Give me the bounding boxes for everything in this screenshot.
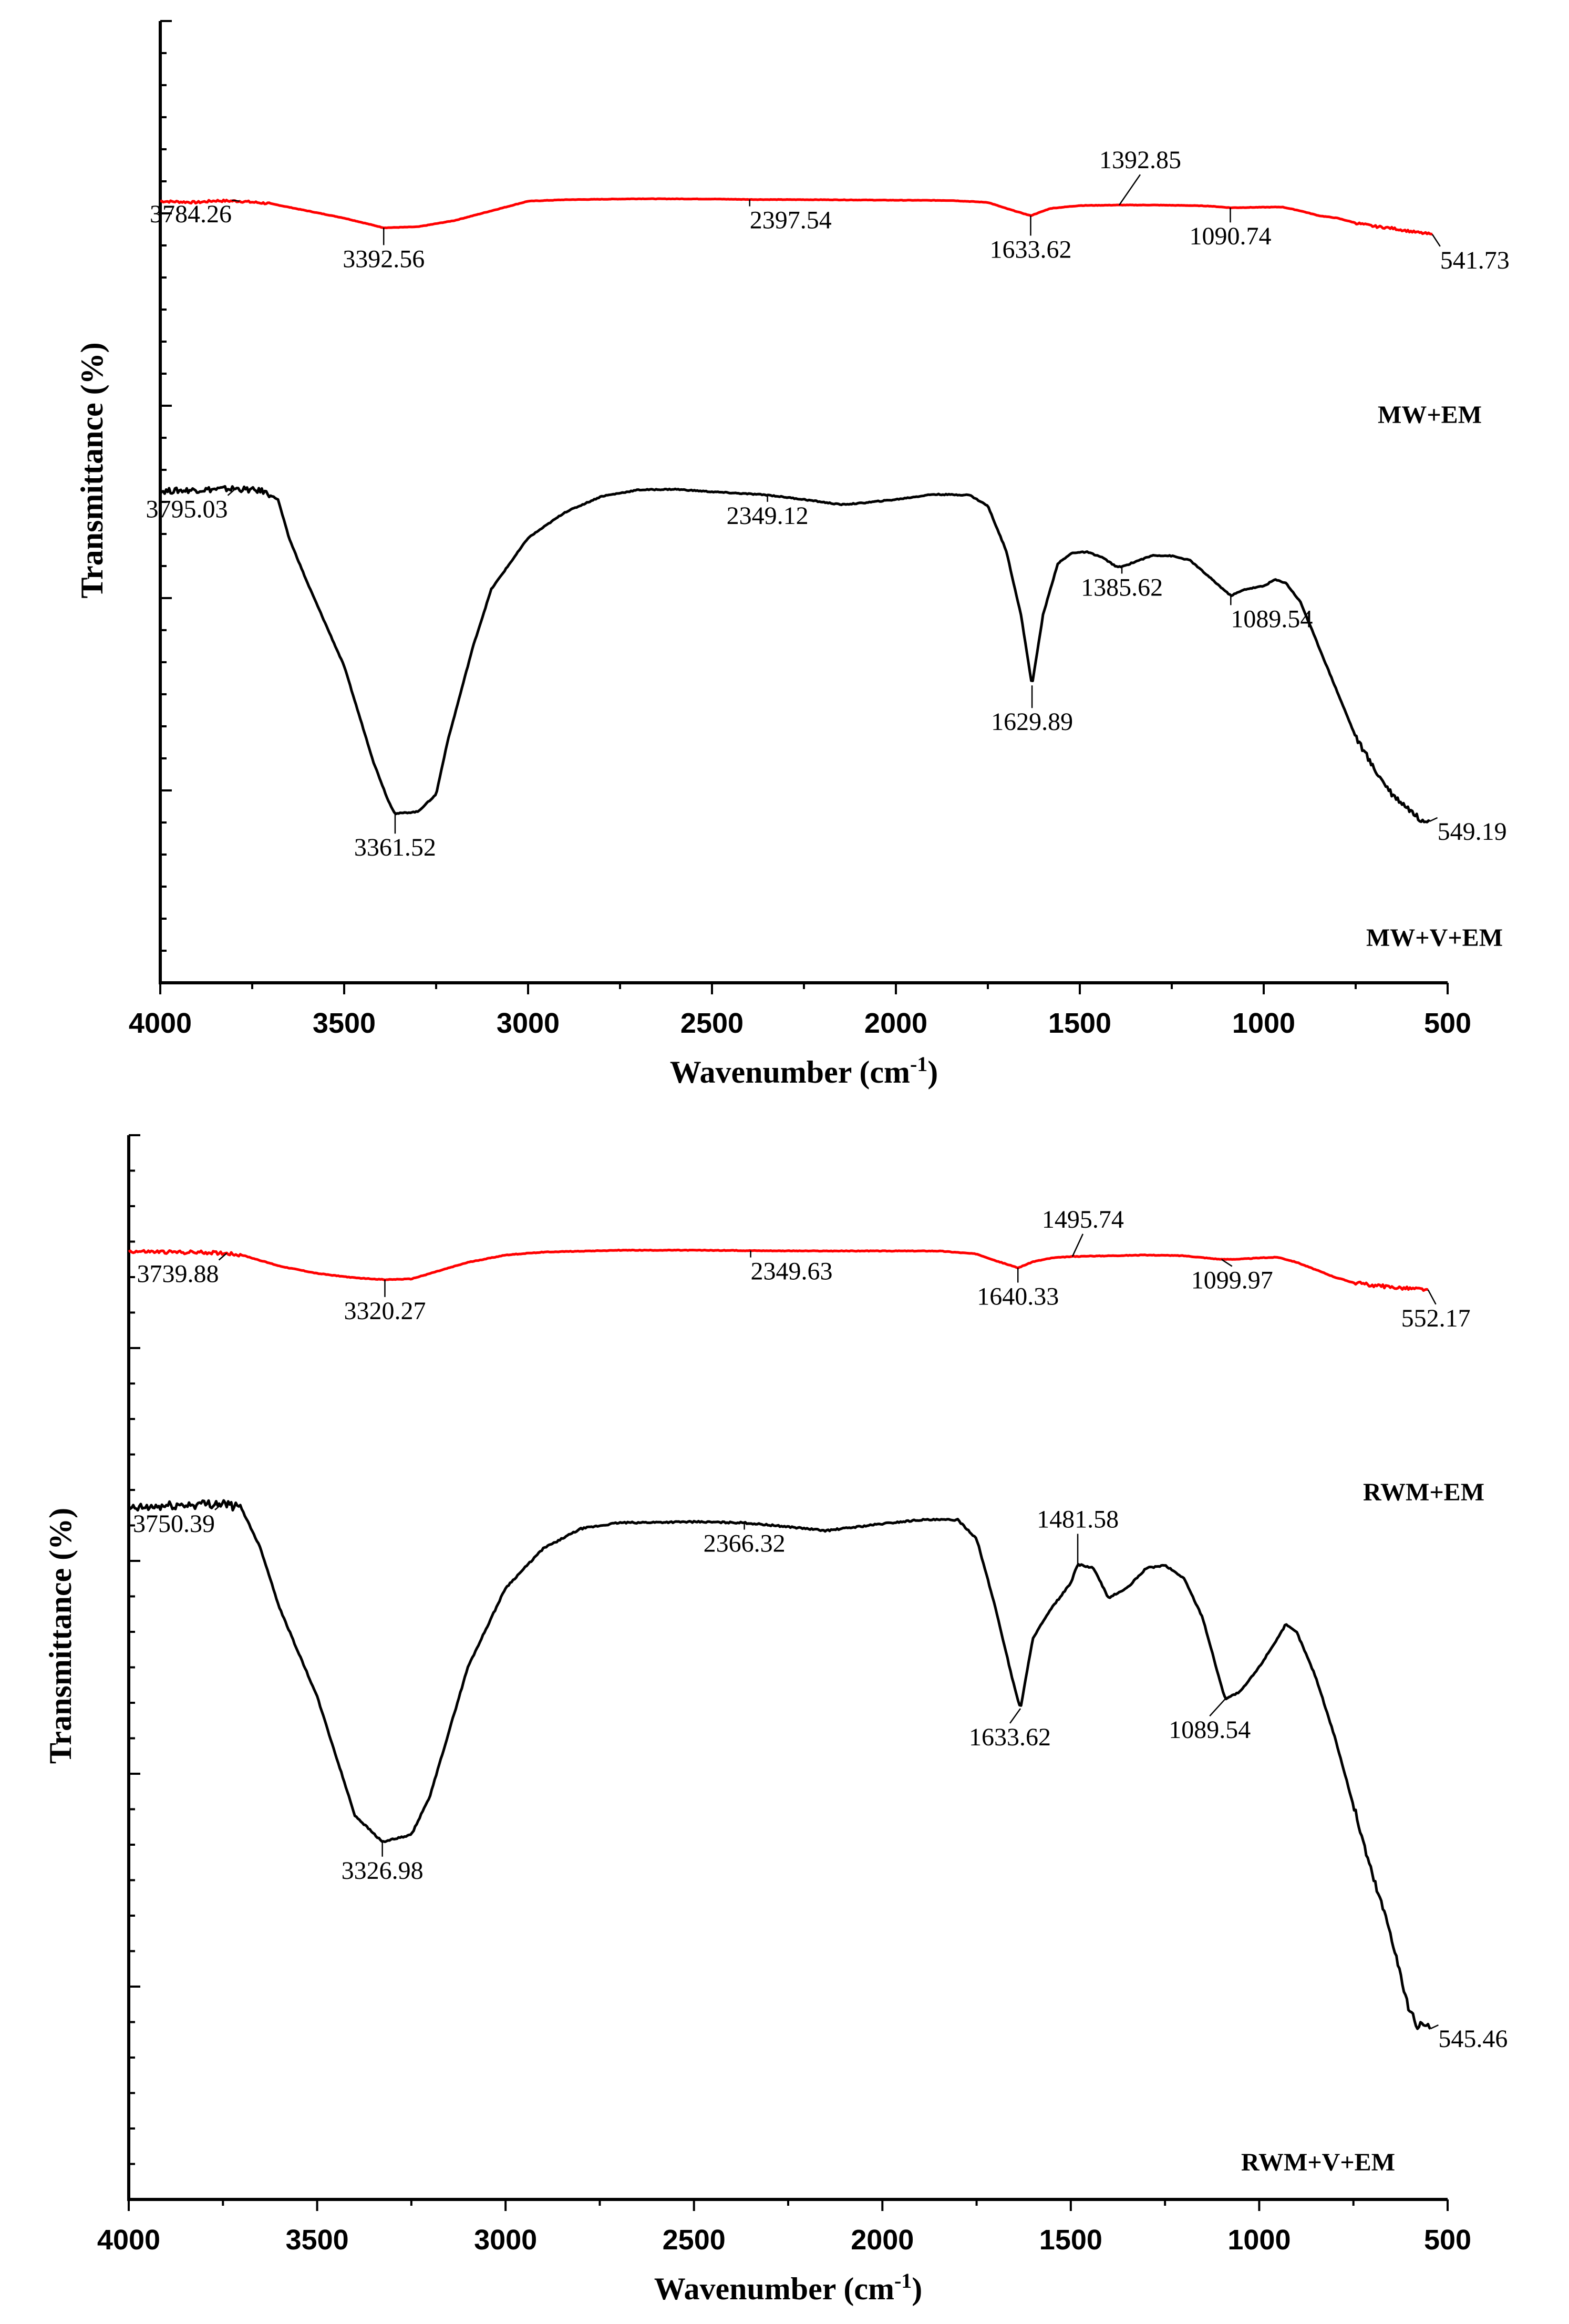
peak-leader-line <box>1009 1708 1021 1724</box>
peak-label-549.19: 549.19 <box>1438 818 1507 846</box>
series-label-rwm-em: RWM+EM <box>1363 1478 1484 1506</box>
peak-label-1099.97: 1099.97 <box>1191 1266 1273 1294</box>
peak-label-3361.52: 3361.52 <box>354 834 436 861</box>
peak-label-552.17: 552.17 <box>1401 1304 1471 1332</box>
peak-leader-line <box>1071 1233 1084 1257</box>
x-tick-label-2000: 2000 <box>851 2224 914 2256</box>
ftir-panel-1: 4000 3500 3000 2500 2000 1500 1000 500 Wavenumbe… <box>75 20 1510 1090</box>
peak-label-1633.62: 1633.62 <box>969 1723 1051 1751</box>
peak-leader-line <box>1427 1289 1437 1305</box>
peak-label-2349.63: 2349.63 <box>751 1258 833 1286</box>
x-tick-label-2000: 2000 <box>864 1007 927 1039</box>
peak-label-1629.89: 1629.89 <box>991 708 1073 736</box>
peak-label-3326.98: 3326.98 <box>342 1857 424 1885</box>
peak-leader-line <box>1429 817 1438 822</box>
peak-label-1633.62: 1633.62 <box>989 235 1071 263</box>
x-tick-label-3000: 3000 <box>474 2224 537 2256</box>
x-axis-title: Wavenumber (cm-1) <box>670 1052 938 1090</box>
peak-label-1385.62: 1385.62 <box>1081 574 1163 602</box>
ftir-panel-2: 4000 3500 3000 2500 2000 1500 1000 500 Wavenumbe… <box>43 1134 1508 2307</box>
peak-label-3392.56: 3392.56 <box>343 245 425 273</box>
peak-label-541.73: 541.73 <box>1440 246 1510 274</box>
series-label-mw-em: MW+EM <box>1378 401 1482 429</box>
peak-leader-line <box>1431 234 1441 247</box>
peak-label-1392.85: 1392.85 <box>1099 146 1181 174</box>
x-tick-label-1000: 1000 <box>1232 1007 1295 1039</box>
peak-label-1495.74: 1495.74 <box>1042 1206 1124 1233</box>
x-tick-label-1500: 1500 <box>1039 2224 1102 2256</box>
peak-leader-line <box>1221 1259 1233 1267</box>
x-tick-label-2500: 2500 <box>680 1007 744 1039</box>
x-tick-label-3500: 3500 <box>286 2224 349 2256</box>
peak-label-545.46: 545.46 <box>1438 2025 1508 2053</box>
x-tick-label-500: 500 <box>1424 1007 1471 1039</box>
peak-label-3750.39: 3750.39 <box>133 1510 215 1538</box>
series-label-rwm-v-em: RWM+V+EM <box>1241 2148 1395 2176</box>
peak-leader-line <box>1209 1698 1226 1717</box>
peak-label-1090.74: 1090.74 <box>1189 222 1271 250</box>
series-line-mw-em <box>160 197 1433 236</box>
x-tick-label-2500: 2500 <box>663 2224 726 2256</box>
peak-label-1481.58: 1481.58 <box>1037 1505 1119 1533</box>
series-line-rwm-v-em <box>127 1499 1431 2030</box>
x-tick-label-1500: 1500 <box>1048 1007 1111 1039</box>
peak-label-2349.12: 2349.12 <box>727 502 809 530</box>
peak-label-3739.88: 3739.88 <box>137 1260 219 1288</box>
y-axis-title: Transmittance (%) <box>75 342 109 598</box>
peak-label-1640.33: 1640.33 <box>977 1283 1059 1311</box>
peak-leader-line <box>1430 2024 1439 2030</box>
x-axis-title: Wavenumber (cm-1) <box>654 2269 923 2307</box>
x-tick-label-500: 500 <box>1424 2224 1471 2256</box>
series-label-mw-v-em: MW+V+EM <box>1366 924 1503 952</box>
peak-label-2366.32: 2366.32 <box>704 1530 786 1558</box>
peak-label-3320.27: 3320.27 <box>344 1297 426 1325</box>
peak-leader-line <box>227 488 236 496</box>
peak-label-2397.54: 2397.54 <box>750 207 832 234</box>
peak-leader-line <box>231 199 240 202</box>
peak-label-1089.54: 1089.54 <box>1169 1716 1251 1744</box>
series-line-mw-v-em <box>159 485 1431 824</box>
peak-label-1089.54: 1089.54 <box>1231 605 1313 633</box>
x-tick-label-4000: 4000 <box>129 1007 192 1039</box>
x-tick-label-4000: 4000 <box>97 2224 160 2256</box>
peak-label-3795.03: 3795.03 <box>146 496 228 523</box>
peak-leader-line <box>1118 174 1141 205</box>
series-line-rwm-em <box>128 1248 1429 1292</box>
peak-leader-line <box>214 1502 223 1510</box>
x-tick-label-3000: 3000 <box>497 1007 560 1039</box>
y-axis-title: Transmittance (%) <box>43 1508 78 1764</box>
x-tick-label-1000: 1000 <box>1227 2224 1291 2256</box>
peak-label-3784.26: 3784.26 <box>150 200 232 228</box>
peak-leader-line <box>218 1252 228 1261</box>
x-tick-label-3500: 3500 <box>313 1007 376 1039</box>
